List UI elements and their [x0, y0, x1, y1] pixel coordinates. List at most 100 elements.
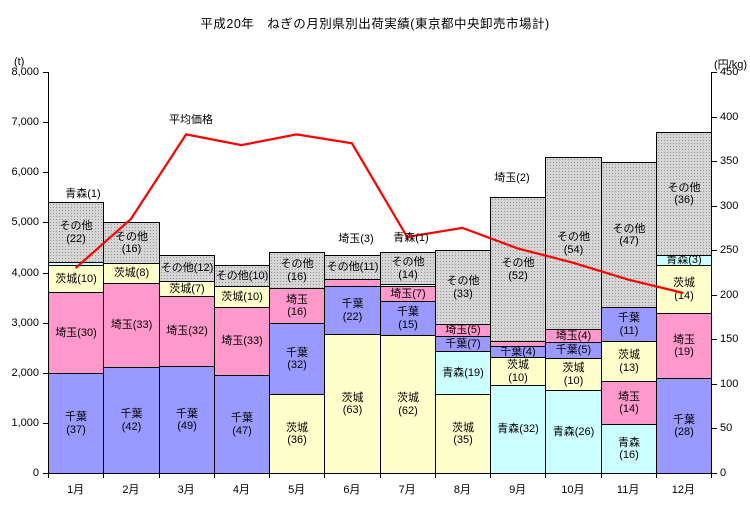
y-left-tick-mark — [43, 473, 48, 474]
bar-segment-label: 茨城(10) — [562, 362, 585, 387]
x-tick-label: 9月 — [509, 484, 527, 496]
annotation-saitama-june: 埼玉(3) — [338, 233, 374, 245]
bar-segment-sonota: その他 (52) — [490, 197, 546, 342]
y-left-tick-mark — [43, 322, 48, 324]
bar-segment-label: 千葉 (37) — [65, 411, 87, 436]
bar-segment-ibaraki: 茨城 (35) — [435, 394, 491, 474]
y-right-tick-label: 0 — [720, 467, 727, 479]
y-right-tick-label: 350 — [720, 155, 739, 168]
x-tick-label: 6月 — [343, 484, 361, 496]
annotation-aomori-july: 青森(1) — [393, 232, 429, 244]
bar-segment-saitama: 埼玉(32) — [159, 296, 215, 367]
y-left-tick-label: 0 — [32, 467, 39, 479]
bar-segment-label: その他 (47) — [612, 222, 646, 248]
annotation-aomori-january: 青森(1) — [65, 188, 101, 200]
y-right-tick-label: 100 — [720, 377, 739, 390]
y-left-tick-label: 4,000 — [11, 266, 39, 279]
x-tick-mark — [269, 473, 270, 478]
bar-segment-saitama: 埼玉(30) — [48, 292, 104, 374]
bar-segment-label: 千葉 (49) — [176, 407, 198, 433]
bar-segment-label: 千葉 (42) — [120, 408, 143, 433]
x-tick-mark — [48, 473, 49, 478]
bar-segment-label: 青森(19) — [442, 366, 484, 379]
bar-segment-sonota: その他 (36) — [656, 132, 712, 256]
right-axis-unit-label: (円/kg) — [714, 59, 747, 71]
bar-segment-label: その他 (16) — [280, 258, 314, 283]
bar-segment-ibaraki: 茨城 (14) — [656, 265, 712, 314]
y-right-tick-label: 300 — [720, 199, 739, 212]
y-left-tick-mark — [43, 272, 48, 274]
bar-segment-saitama: 埼玉 (14) — [601, 381, 657, 425]
bar-segment-label: 青森(26) — [552, 425, 595, 438]
bar-segment-saitama: 埼玉(5) — [435, 324, 491, 337]
y-left-tick-label: 8,000 — [11, 66, 39, 78]
bar-segment-label: 茨城 (62) — [397, 392, 419, 417]
bar-segment-label: その他 (22) — [59, 220, 93, 245]
y-left-tick-label: 5,000 — [11, 216, 39, 229]
y-right-tick-mark — [712, 473, 717, 474]
bar-segment-label: 千葉 (15) — [397, 306, 419, 331]
x-tick-label: 4月 — [232, 484, 250, 496]
bar-segment-label: 埼玉(30) — [55, 326, 97, 339]
bar-segment-sonota: その他(11) — [324, 255, 381, 280]
y-right-tick-label: 200 — [720, 288, 739, 301]
bar-segment-label: その他 (36) — [667, 181, 701, 207]
bar-segment-sonota: その他 (14) — [380, 252, 436, 285]
bar-segment-aomori: 青森(3) — [656, 254, 712, 266]
x-tick-label: 2月 — [122, 484, 140, 496]
x-tick-mark — [490, 473, 491, 478]
y-left-tick-label: 3,000 — [11, 316, 39, 329]
x-tick-label: 8月 — [453, 484, 471, 496]
bar-segment-saitama: 埼玉(4) — [545, 329, 602, 343]
bar-segment-label: 茨城 (36) — [286, 421, 308, 447]
bar-segment-label: 千葉(5) — [555, 344, 592, 357]
bar-segment-chiba: 千葉 (32) — [269, 323, 325, 395]
bar-segment-label: 茨城(10) — [221, 290, 263, 303]
bar-segment-label: 茨城(8) — [113, 267, 150, 280]
bar-segment-aomori: 青森 (16) — [601, 424, 657, 474]
bar-segment-label: 千葉 (47) — [231, 412, 253, 437]
x-tick-label: 7月 — [398, 484, 416, 496]
bar-segment-label: その他 (52) — [501, 257, 535, 282]
bar-segment-sonota: その他(12) — [159, 255, 215, 282]
bar-segment-saitama: 埼玉(33) — [214, 307, 270, 376]
bar-segment-sonota: その他(10) — [214, 265, 270, 287]
bar-segment-label: 青森(32) — [497, 423, 539, 436]
bar-segment-label: 千葉 (11) — [618, 312, 640, 337]
bar-segment-ibaraki: 茨城(10) — [48, 265, 104, 293]
bar-segment-saitama: 埼玉 (19) — [656, 313, 712, 379]
x-tick-mark — [159, 473, 160, 478]
bar-segment-label: 埼玉 (19) — [673, 333, 695, 359]
bar-segment-label: その他 (16) — [115, 230, 148, 256]
bar-segment-aomori: 青森(19) — [435, 351, 491, 395]
bar-segment-aomori: 青森(26) — [545, 390, 602, 474]
bar-segment-sonota: その他 (47) — [601, 162, 657, 308]
x-tick-mark — [545, 473, 546, 478]
bar-segment-chiba: 千葉 (49) — [159, 366, 215, 474]
x-tick-mark — [324, 473, 325, 478]
bar-segment-ibaraki: 茨城 (13) — [601, 341, 657, 382]
bar-segment-label: 茨城 (63) — [341, 391, 364, 417]
bar-segment-ibaraki: 茨城 (62) — [380, 335, 436, 474]
bar-segment-sonota: その他 (22) — [48, 202, 104, 263]
bar-segment-chiba: 千葉 (37) — [48, 373, 104, 474]
bar-segment-chiba: 千葉 (15) — [380, 301, 436, 336]
bar-segment-label: 埼玉 (14) — [618, 390, 640, 416]
bar-segment-label: 埼玉(32) — [166, 325, 208, 338]
y-left-tick-mark — [43, 372, 48, 374]
bar-segment-label: 埼玉(33) — [110, 319, 153, 332]
bar-segment-ibaraki: 茨城(8) — [103, 263, 160, 284]
x-tick-mark — [656, 473, 657, 478]
bar-segment-chiba: 千葉(7) — [435, 336, 491, 352]
y-left-tick-mark — [43, 422, 48, 424]
y-left-tick-label: 6,000 — [11, 166, 39, 179]
bar-segment-label: 埼玉(5) — [445, 324, 481, 337]
y-left-tick-mark — [43, 122, 48, 124]
bar-segment-chiba: 千葉(4) — [490, 346, 546, 358]
y-right-tick-mark — [712, 205, 717, 207]
bar-segment-label: 千葉 (22) — [341, 298, 364, 323]
x-tick-label: 3月 — [177, 484, 195, 496]
y-right-tick-mark — [712, 383, 717, 385]
bar-segment-chiba: 千葉 (28) — [656, 378, 712, 474]
